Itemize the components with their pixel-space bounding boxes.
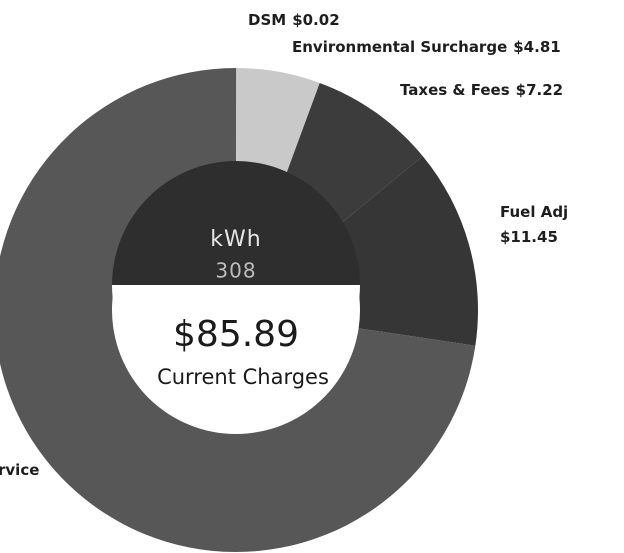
center-bottom bbox=[111, 285, 360, 410]
center-value: 308 bbox=[215, 259, 256, 283]
center-label: kWh bbox=[210, 227, 261, 252]
segment-name: rvice bbox=[0, 461, 39, 479]
segment-value: $7.22 bbox=[516, 81, 563, 99]
center-top bbox=[112, 161, 360, 285]
segment-name: Fuel Adj bbox=[500, 203, 568, 221]
center-total: $85.89 bbox=[173, 314, 299, 355]
segment-label: Fuel Adj $11.45 bbox=[500, 203, 568, 246]
donut-segment bbox=[236, 68, 320, 194]
center-caption: Current Charges bbox=[157, 365, 329, 389]
segment-label: Taxes & Fees $7.22 bbox=[400, 81, 563, 99]
segment-label: rvice bbox=[0, 461, 39, 479]
donut-segment bbox=[0, 68, 476, 552]
segment-label: DSM $0.02 bbox=[248, 11, 340, 29]
segment-value: $11.45 bbox=[500, 228, 558, 246]
donut bbox=[0, 68, 478, 552]
segment-label: Environmental Surcharge $4.81 bbox=[292, 38, 561, 56]
segment-name: DSM bbox=[248, 11, 286, 29]
segment-value: $4.81 bbox=[513, 38, 560, 56]
segment-name: Environmental Surcharge bbox=[292, 38, 507, 56]
donut-segment bbox=[331, 156, 478, 346]
segment-name: Taxes & Fees bbox=[400, 81, 510, 99]
segment-value: $0.02 bbox=[292, 11, 339, 29]
